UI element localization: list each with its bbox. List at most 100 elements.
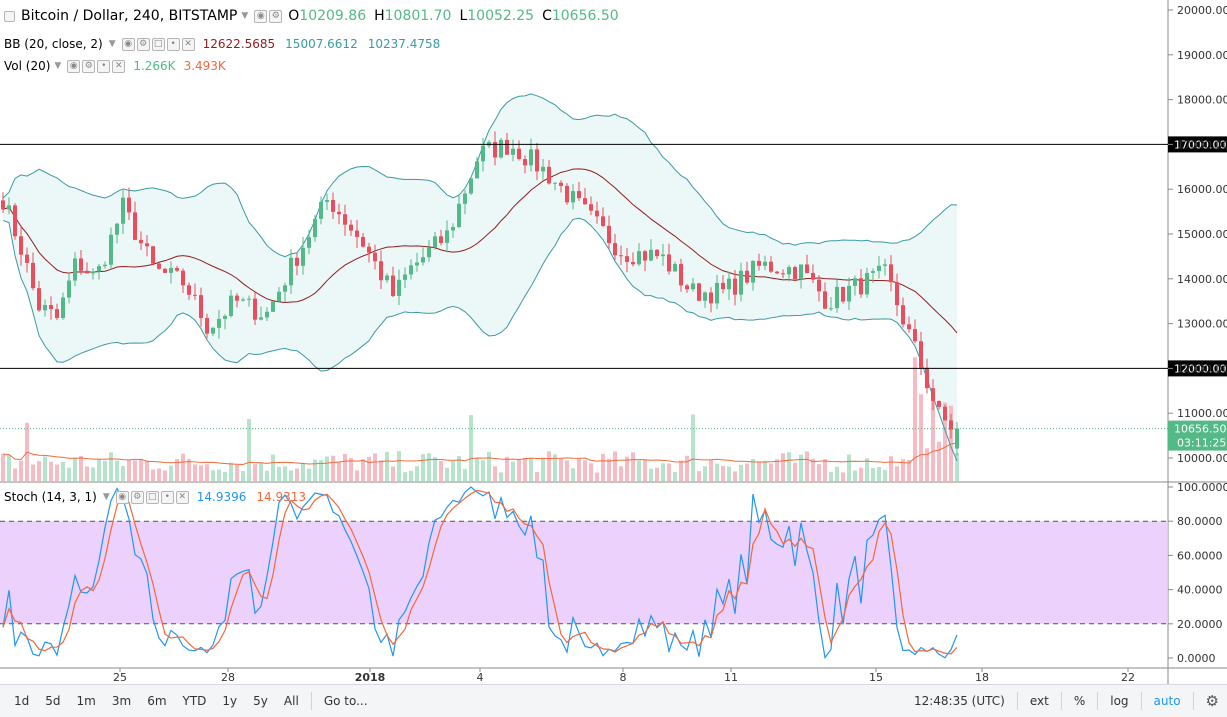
candle-body[interactable] (745, 270, 749, 283)
candle-body[interactable] (475, 161, 479, 179)
candle-body[interactable] (103, 264, 107, 267)
candle-body[interactable] (697, 283, 701, 301)
symbol-title[interactable]: Bitcoin / Dollar, 240, BITSTAMP (21, 8, 238, 24)
candle-body[interactable] (631, 261, 635, 265)
vol-label[interactable]: Vol (20) (4, 59, 51, 73)
candle-body[interactable] (955, 428, 959, 449)
chevron-down-icon[interactable]: ▼ (108, 39, 116, 49)
candle-body[interactable] (451, 226, 455, 231)
candle-body[interactable] (619, 255, 623, 257)
candle-body[interactable] (169, 268, 173, 273)
settings-icon[interactable]: ⚙ (136, 37, 150, 51)
candle-body[interactable] (649, 249, 653, 261)
candle-body[interactable] (205, 318, 209, 334)
chevron-down-icon[interactable]: ▼ (241, 11, 249, 21)
candle-body[interactable] (703, 292, 707, 301)
candle-body[interactable] (67, 280, 71, 298)
candle-body[interactable] (247, 298, 251, 300)
candle-body[interactable] (295, 257, 299, 266)
candle-body[interactable] (115, 223, 119, 235)
candle-body[interactable] (307, 237, 311, 248)
candle-body[interactable] (589, 204, 593, 211)
candle-body[interactable] (847, 285, 851, 302)
candle-body[interactable] (331, 199, 335, 212)
candle-body[interactable] (529, 149, 533, 166)
candle-body[interactable] (937, 400, 941, 407)
candle-body[interactable] (733, 278, 737, 295)
candle-body[interactable] (919, 341, 923, 368)
candle-body[interactable] (325, 199, 329, 202)
candle-body[interactable] (877, 265, 881, 272)
candle-body[interactable] (151, 246, 155, 264)
candle-body[interactable] (541, 166, 545, 172)
candle-body[interactable] (559, 182, 563, 186)
more-icon[interactable]: • (97, 59, 111, 73)
candle-body[interactable] (523, 159, 527, 166)
range-6m[interactable]: 6m (147, 694, 167, 708)
candle-body[interactable] (397, 279, 401, 296)
log-toggle[interactable]: log (1110, 694, 1129, 708)
candle-body[interactable] (817, 279, 821, 292)
eye-icon[interactable]: ◉ (67, 59, 81, 73)
source-icon[interactable]: □ (151, 37, 165, 51)
candle-body[interactable] (625, 256, 629, 262)
candle-body[interactable] (373, 252, 377, 262)
candle-body[interactable] (565, 185, 569, 203)
candle-body[interactable] (613, 243, 617, 256)
candle-body[interactable] (925, 367, 929, 389)
chevron-down-icon[interactable]: ▼ (102, 492, 110, 502)
candle-body[interactable] (253, 298, 257, 320)
candle-body[interactable] (301, 247, 305, 266)
ext-toggle[interactable]: ext (1029, 694, 1049, 708)
goto-button[interactable]: Go to... (323, 694, 368, 708)
candle-body[interactable] (781, 273, 785, 275)
candle-body[interactable] (379, 261, 383, 281)
candle-body[interactable] (805, 264, 809, 273)
candle-body[interactable] (421, 257, 425, 263)
candle-body[interactable] (31, 262, 35, 289)
candle-body[interactable] (499, 139, 503, 158)
candle-body[interactable] (553, 182, 557, 184)
candle-body[interactable] (871, 271, 875, 273)
candle-body[interactable] (73, 258, 77, 281)
candle-body[interactable] (667, 254, 671, 272)
candle-body[interactable] (181, 270, 185, 286)
eye-icon[interactable]: ◉ (121, 37, 135, 51)
candle-body[interactable] (889, 264, 893, 283)
candle-body[interactable] (463, 193, 467, 204)
range-3m[interactable]: 3m (111, 694, 132, 708)
candle-body[interactable] (37, 288, 41, 311)
candle-body[interactable] (259, 317, 263, 320)
range-1y[interactable]: 1y (222, 694, 238, 708)
candle-body[interactable] (913, 329, 917, 342)
candle-body[interactable] (79, 258, 83, 271)
candle-body[interactable] (265, 311, 269, 318)
range-ytd[interactable]: YTD (182, 694, 207, 708)
candle-body[interactable] (175, 268, 179, 271)
candle-body[interactable] (271, 301, 275, 312)
candle-body[interactable] (691, 283, 695, 290)
candle-body[interactable] (439, 236, 443, 243)
candle-body[interactable] (433, 236, 437, 248)
candle-body[interactable] (949, 420, 953, 430)
candle-body[interactable] (865, 272, 869, 295)
stoch-label[interactable]: Stoch (14, 3, 1) (4, 490, 97, 504)
candle-body[interactable] (673, 263, 677, 272)
candle-body[interactable] (193, 294, 197, 296)
candle-body[interactable] (145, 243, 149, 247)
candle-body[interactable] (343, 214, 347, 225)
candle-body[interactable] (835, 286, 839, 309)
settings-icon[interactable]: ⚙ (269, 9, 283, 23)
candle-body[interactable] (601, 216, 605, 226)
candle-body[interactable] (709, 292, 713, 304)
candle-body[interactable] (229, 295, 233, 316)
candle-body[interactable] (211, 327, 215, 334)
candle-body[interactable] (721, 282, 725, 290)
candle-body[interactable] (679, 263, 683, 286)
candle-body[interactable] (409, 265, 413, 275)
candle-body[interactable] (931, 388, 935, 401)
auto-toggle[interactable]: auto (1153, 694, 1181, 708)
candle-body[interactable] (811, 272, 815, 280)
candle-body[interactable] (85, 270, 89, 274)
